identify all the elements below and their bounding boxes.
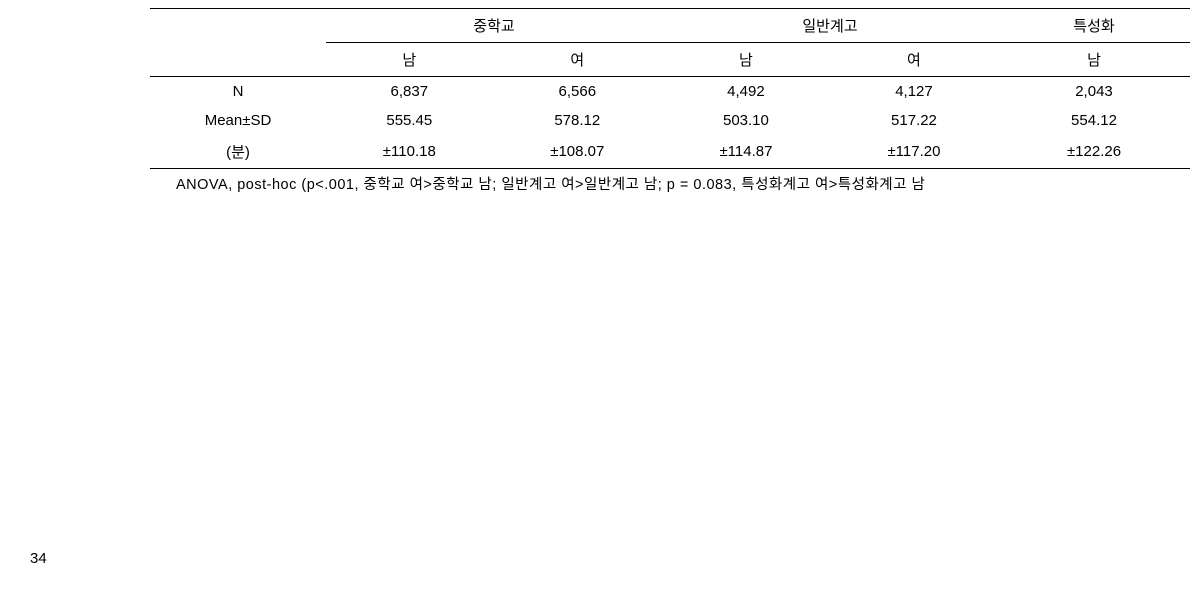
- subheader-cell: 남: [998, 43, 1190, 77]
- group-header-1: 중학교: [326, 9, 662, 43]
- group-header-2: 일반계고: [662, 9, 998, 43]
- subheader-cell: 여: [830, 43, 998, 77]
- n-cell: 4,127: [830, 77, 998, 107]
- sd-cell: ±108.07: [493, 135, 662, 169]
- statistics-table: 중학교 일반계고 특성화 남 여 남 여 남 N 6,837 6,566 4,4…: [150, 8, 1190, 198]
- sub-header-row: 남 여 남 여 남: [150, 43, 1190, 77]
- data-table-container: 중학교 일반계고 특성화 남 여 남 여 남 N 6,837 6,566 4,4…: [150, 8, 1190, 198]
- sd-cell: ±110.18: [326, 135, 493, 169]
- mean-cell: 578.12: [493, 106, 662, 135]
- n-cell: 6,837: [326, 77, 493, 107]
- sd-unit-label: (분): [150, 135, 326, 169]
- sd-cell: ±114.87: [662, 135, 830, 169]
- mean-cell: 503.10: [662, 106, 830, 135]
- footnote-text: ANOVA, post-hoc (p<.001, 중학교 여>중학교 남; 일반…: [150, 169, 1190, 199]
- mean-label: Mean±SD: [150, 106, 326, 135]
- n-cell: 4,492: [662, 77, 830, 107]
- sd-cell: ±122.26: [998, 135, 1190, 169]
- group-header-row: 중학교 일반계고 특성화: [150, 9, 1190, 43]
- mean-cell: 517.22: [830, 106, 998, 135]
- mean-cell: 554.12: [998, 106, 1190, 135]
- n-cell: 6,566: [493, 77, 662, 107]
- group-header-3: 특성화: [998, 9, 1190, 43]
- page-number: 34: [30, 550, 47, 567]
- n-label: N: [150, 77, 326, 107]
- footnote-row: ANOVA, post-hoc (p<.001, 중학교 여>중학교 남; 일반…: [150, 169, 1190, 199]
- blank-cell: [150, 9, 326, 43]
- mean-row: Mean±SD 555.45 578.12 503.10 517.22 554.…: [150, 106, 1190, 135]
- n-cell: 2,043: [998, 77, 1190, 107]
- n-row: N 6,837 6,566 4,492 4,127 2,043: [150, 77, 1190, 107]
- mean-cell: 555.45: [326, 106, 493, 135]
- subheader-cell: 여: [493, 43, 662, 77]
- sd-cell: ±117.20: [830, 135, 998, 169]
- subheader-cell: 남: [326, 43, 493, 77]
- sd-row: (분) ±110.18 ±108.07 ±114.87 ±117.20 ±122…: [150, 135, 1190, 169]
- blank-cell: [150, 43, 326, 77]
- subheader-cell: 남: [662, 43, 830, 77]
